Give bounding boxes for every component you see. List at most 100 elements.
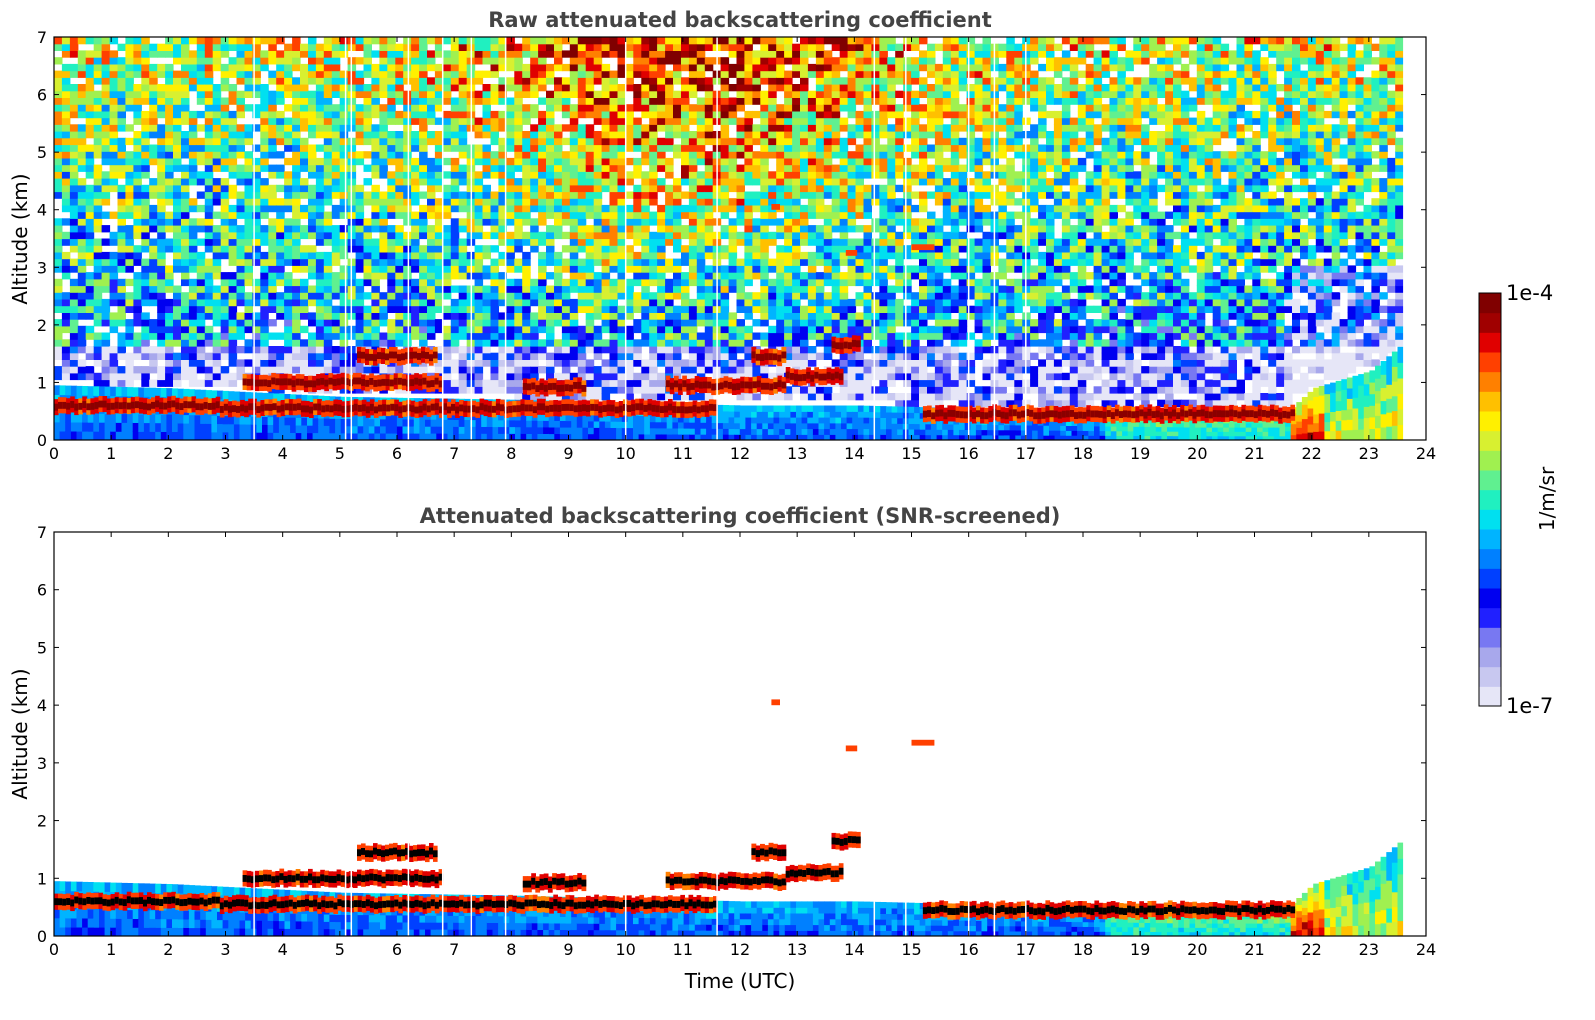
backscatter-cell xyxy=(204,144,214,152)
backscatter-cell xyxy=(728,346,738,354)
backscatter-cell xyxy=(196,258,206,266)
backscatter-cell xyxy=(593,352,603,360)
backscatter-cell xyxy=(855,265,864,273)
backscatter-cell xyxy=(736,37,745,45)
backscatter-cell xyxy=(315,238,325,246)
backscatter-cell xyxy=(403,238,412,246)
backscatter-cell xyxy=(157,124,166,132)
backscatter-cell xyxy=(522,278,531,287)
backscatter-cell xyxy=(514,131,523,139)
backscatter-cell xyxy=(379,339,388,347)
backscatter-cell xyxy=(792,386,801,394)
backscatter-cell xyxy=(69,231,79,240)
backscatter-cell xyxy=(411,319,420,327)
backscatter-cell xyxy=(792,265,801,273)
backscatter-cell xyxy=(800,57,809,65)
backscatter-cell xyxy=(61,238,71,246)
backscatter-cell xyxy=(855,63,864,72)
backscatter-cell xyxy=(823,325,833,334)
backscatter-cell xyxy=(85,184,95,193)
backscatter-cell xyxy=(657,325,666,334)
backscatter-cell xyxy=(411,57,420,65)
backscatter-cell xyxy=(442,379,452,387)
backscatter-cell xyxy=(784,298,793,307)
backscatter-cell xyxy=(355,84,365,92)
backscatter-cell xyxy=(831,198,841,206)
backscatter-cell xyxy=(776,272,785,280)
backscatter-cell xyxy=(315,77,325,85)
backscatter-cell xyxy=(855,84,864,92)
backscatter-cell xyxy=(522,198,531,206)
backscatter-cell xyxy=(323,278,333,287)
backscatter-cell xyxy=(308,346,317,354)
backscatter-cell xyxy=(879,285,888,293)
backscatter-cell xyxy=(85,144,95,152)
backscatter-cell xyxy=(69,292,79,300)
backscatter-cell xyxy=(315,184,325,193)
backscatter-cell xyxy=(895,359,904,367)
backscatter-cell xyxy=(879,366,888,374)
backscatter-cell xyxy=(77,346,87,354)
backscatter-cell xyxy=(371,272,380,280)
backscatter-cell xyxy=(77,144,87,152)
backscatter-cell xyxy=(196,57,206,65)
backscatter-cell xyxy=(538,204,547,213)
backscatter-cell xyxy=(173,285,182,293)
backscatter-cell xyxy=(141,171,150,179)
backscatter-cell xyxy=(411,90,420,98)
backscatter-cell xyxy=(784,50,793,58)
backscatter-cell xyxy=(776,151,785,159)
backscatter-cell xyxy=(688,278,698,287)
backscatter-cell xyxy=(292,117,301,125)
backscatter-cell xyxy=(427,211,436,219)
backscatter-cell xyxy=(768,137,777,146)
backscatter-cell xyxy=(760,198,769,206)
backscatter-cell xyxy=(93,379,103,387)
backscatter-cell xyxy=(546,171,555,179)
backscatter-cell xyxy=(784,211,793,219)
backscatter-cell xyxy=(847,379,857,387)
backscatter-cell xyxy=(609,379,618,387)
backscatter-cell xyxy=(149,272,158,280)
backscatter-cell xyxy=(665,359,674,367)
backscatter-cell xyxy=(268,198,277,206)
backscatter-cell xyxy=(450,265,460,273)
backscatter-cell xyxy=(61,359,71,367)
backscatter-cell xyxy=(323,50,333,58)
backscatter-cell xyxy=(776,325,785,334)
backscatter-cell xyxy=(569,339,579,347)
backscatter-cell xyxy=(93,50,103,58)
backscatter-cell xyxy=(569,171,579,179)
backscatter-cell xyxy=(411,171,420,179)
backscatter-cell xyxy=(284,171,293,179)
backscatter-cell xyxy=(173,292,182,300)
backscatter-cell xyxy=(649,70,658,78)
backscatter-cell xyxy=(434,137,444,146)
backscatter-cell xyxy=(181,90,190,98)
backscatter-cell xyxy=(768,171,777,179)
backscatter-cell xyxy=(125,332,134,340)
backscatter-cell xyxy=(585,204,595,213)
backscatter-cell xyxy=(434,319,444,327)
backscatter-cell xyxy=(538,211,547,219)
backscatter-cell xyxy=(434,305,444,313)
backscatter-cell xyxy=(538,110,547,119)
backscatter-cell xyxy=(228,164,238,172)
backscatter-cell xyxy=(181,359,190,367)
backscatter-cell xyxy=(292,171,301,179)
backscatter-cell xyxy=(434,70,444,78)
backscatter-cell xyxy=(173,124,182,132)
backscatter-cell xyxy=(403,90,412,98)
backscatter-cell xyxy=(61,90,71,98)
backscatter-cell xyxy=(93,278,103,287)
backscatter-cell xyxy=(204,131,214,139)
backscatter-cell xyxy=(54,191,63,199)
backscatter-cell xyxy=(601,359,611,367)
backscatter-cell xyxy=(204,50,214,58)
backscatter-cell xyxy=(688,144,698,152)
backscatter-cell xyxy=(522,184,531,193)
backscatter-cell xyxy=(101,312,111,320)
backscatter-cell xyxy=(395,278,404,287)
backscatter-cell xyxy=(617,231,626,240)
backscatter-cell xyxy=(165,325,174,334)
